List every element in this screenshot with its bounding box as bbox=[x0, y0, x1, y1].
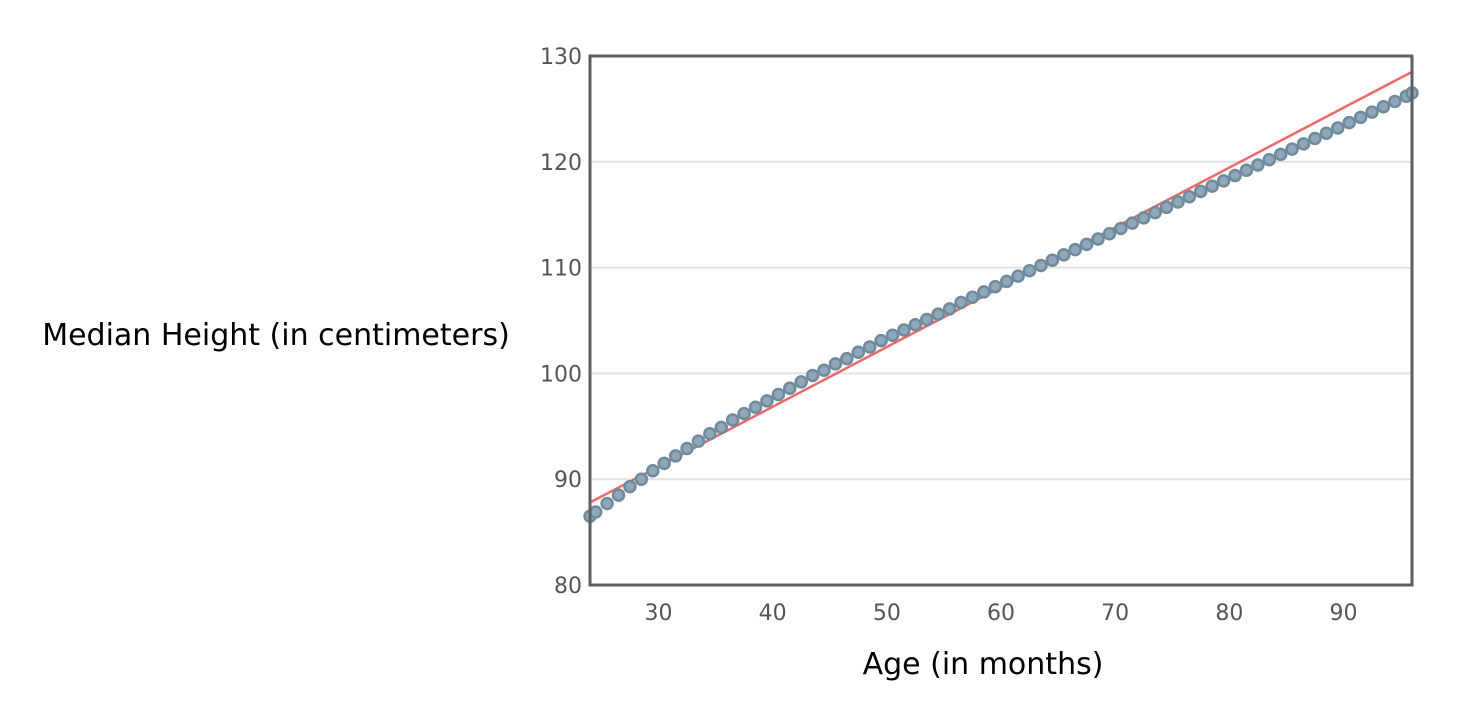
x-tick-label: 70 bbox=[1101, 601, 1129, 626]
y-tick-label: 110 bbox=[540, 257, 582, 282]
data-point bbox=[1194, 184, 1208, 199]
data-point bbox=[1011, 269, 1025, 283]
data-point bbox=[1091, 232, 1105, 246]
data-point bbox=[805, 368, 820, 383]
data-points bbox=[583, 86, 1419, 523]
data-point bbox=[714, 420, 729, 435]
data-point bbox=[760, 394, 774, 408]
data-point bbox=[840, 351, 854, 366]
data-point bbox=[611, 488, 626, 502]
data-point bbox=[908, 317, 923, 332]
data-point bbox=[737, 406, 751, 421]
data-point bbox=[1239, 163, 1254, 178]
data-point bbox=[1022, 264, 1037, 278]
y-tick-label: 90 bbox=[554, 468, 582, 493]
data-point bbox=[999, 274, 1014, 289]
data-point bbox=[1068, 242, 1082, 257]
data-point bbox=[851, 345, 866, 359]
y-tick-label: 80 bbox=[554, 574, 582, 599]
y-axis-title: Median Height (in centimeters) bbox=[42, 318, 510, 353]
data-point bbox=[634, 472, 649, 486]
data-point bbox=[1114, 221, 1128, 236]
y-axis-ticks: 80 90 100 110 120 130 bbox=[540, 45, 582, 599]
data-point bbox=[1251, 158, 1265, 172]
data-point bbox=[1319, 126, 1334, 140]
x-axis-ticks: 30 40 50 60 70 80 90 bbox=[645, 601, 1358, 626]
data-point bbox=[1388, 94, 1402, 109]
data-point bbox=[794, 375, 808, 389]
y-tick-label: 130 bbox=[540, 45, 582, 70]
data-point bbox=[623, 479, 637, 494]
data-point bbox=[965, 290, 980, 304]
data-point bbox=[1125, 216, 1140, 230]
data-point bbox=[1205, 179, 1219, 193]
data-point bbox=[1296, 137, 1311, 151]
data-point bbox=[588, 505, 603, 519]
data-point bbox=[931, 307, 945, 321]
data-point bbox=[988, 279, 1003, 294]
data-point bbox=[646, 463, 660, 478]
y-tick-label: 120 bbox=[540, 151, 582, 176]
data-point bbox=[1079, 237, 1094, 252]
data-point bbox=[1171, 195, 1185, 209]
x-tick-label: 90 bbox=[1330, 601, 1358, 626]
data-point bbox=[1136, 211, 1151, 225]
x-tick-label: 80 bbox=[1215, 601, 1243, 626]
data-point bbox=[1308, 131, 1322, 146]
data-point bbox=[1057, 248, 1071, 262]
data-point bbox=[748, 400, 763, 415]
data-point bbox=[1285, 142, 1299, 156]
data-point bbox=[691, 434, 706, 448]
data-point bbox=[600, 496, 614, 511]
plot-frame bbox=[588, 54, 1414, 587]
data-point bbox=[1228, 168, 1242, 183]
data-point bbox=[862, 340, 877, 354]
data-point bbox=[680, 441, 694, 456]
data-point bbox=[1331, 121, 1345, 135]
data-point bbox=[771, 387, 786, 402]
data-point bbox=[897, 323, 911, 337]
y-tick-label: 100 bbox=[540, 362, 582, 387]
data-point bbox=[1182, 189, 1197, 204]
data-point bbox=[1262, 152, 1277, 167]
x-tick-label: 50 bbox=[873, 601, 901, 626]
x-axis-title: Age (in months) bbox=[863, 647, 1104, 682]
data-point bbox=[1365, 105, 1379, 119]
data-point bbox=[828, 357, 843, 371]
data-point bbox=[817, 363, 831, 377]
data-point bbox=[725, 413, 740, 427]
data-point bbox=[1216, 174, 1231, 188]
data-point bbox=[954, 295, 968, 310]
x-tick-label: 40 bbox=[759, 601, 787, 626]
data-point bbox=[1342, 115, 1356, 130]
data-point bbox=[1148, 205, 1162, 220]
data-point bbox=[885, 328, 900, 343]
data-point bbox=[657, 456, 671, 471]
data-point bbox=[1159, 200, 1174, 215]
x-tick-label: 60 bbox=[987, 601, 1015, 626]
data-point bbox=[942, 302, 957, 316]
data-point bbox=[977, 285, 991, 299]
x-tick-label: 30 bbox=[645, 601, 673, 626]
data-point bbox=[1273, 147, 1288, 162]
data-point bbox=[1376, 100, 1391, 114]
data-point bbox=[1045, 253, 1060, 267]
data-point bbox=[920, 312, 934, 327]
data-point bbox=[783, 381, 797, 395]
data-point bbox=[668, 449, 683, 463]
data-point bbox=[703, 426, 717, 441]
data-point bbox=[1102, 226, 1117, 241]
data-point bbox=[1353, 110, 1368, 125]
data-point bbox=[874, 333, 888, 348]
data-point bbox=[1034, 258, 1048, 273]
